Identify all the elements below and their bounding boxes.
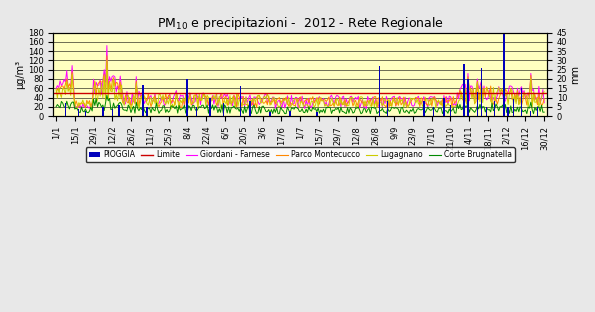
Bar <box>508 107 509 116</box>
Title: PM$_{10}$ e precipitazioni -  2012 - Rete Regionale: PM$_{10}$ e precipitazioni - 2012 - Rete… <box>156 15 444 32</box>
Bar <box>111 109 113 116</box>
Bar <box>387 101 389 116</box>
Bar <box>196 107 197 116</box>
Bar <box>65 103 66 116</box>
Bar <box>464 64 465 116</box>
Bar <box>142 85 143 116</box>
Bar <box>513 100 514 116</box>
Y-axis label: mm: mm <box>570 65 580 84</box>
Bar <box>249 101 250 116</box>
Bar <box>530 110 531 116</box>
Bar <box>443 98 444 116</box>
Bar <box>494 101 496 116</box>
Bar <box>477 92 478 116</box>
Bar <box>78 109 80 116</box>
Bar <box>433 107 434 116</box>
Bar <box>85 110 86 116</box>
Bar <box>503 0 505 116</box>
Bar <box>240 86 242 116</box>
Bar <box>486 107 487 116</box>
Bar <box>223 103 224 116</box>
Bar <box>481 68 482 116</box>
Legend: PIOGGIA, Limite, Giordani - Farnese, Parco Montecucco, Lugagnano, Corte Brugnate: PIOGGIA, Limite, Giordani - Farnese, Par… <box>86 147 515 163</box>
Bar <box>270 112 271 116</box>
Bar <box>423 101 424 116</box>
Bar <box>209 98 211 116</box>
Y-axis label: μg/m³: μg/m³ <box>15 60 25 89</box>
Bar <box>118 105 120 116</box>
Bar <box>102 107 104 116</box>
Bar <box>379 66 380 116</box>
Bar <box>146 107 148 116</box>
Bar <box>467 79 469 116</box>
Bar <box>289 110 291 116</box>
Bar <box>450 105 451 116</box>
Bar <box>537 107 538 116</box>
Bar <box>521 88 522 116</box>
Bar <box>186 79 188 116</box>
Bar <box>316 112 318 116</box>
